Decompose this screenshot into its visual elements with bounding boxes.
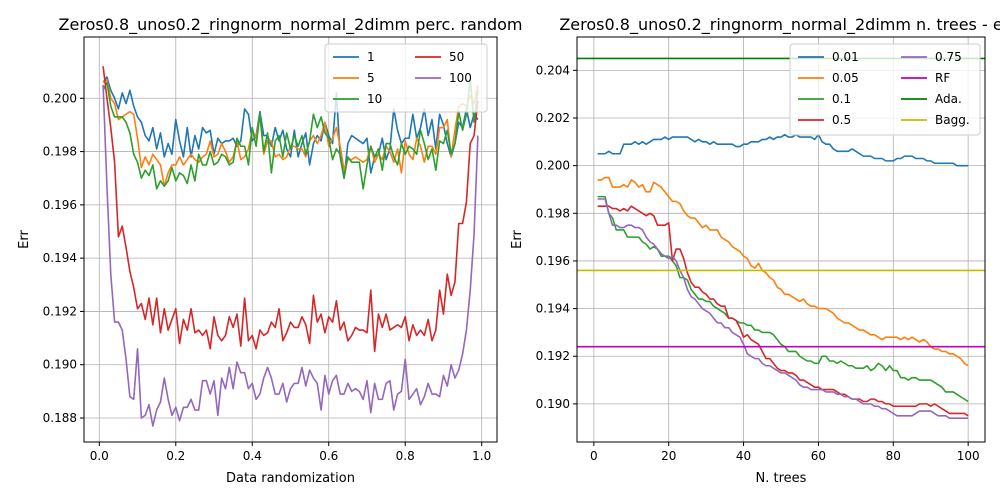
legend-label-RF: RF: [935, 71, 950, 85]
y-tick-label: 0.188: [43, 411, 77, 425]
y-tick-label: 0.190: [536, 397, 570, 411]
series-line-0.75: [597, 198, 969, 419]
chart-panel-2: 0 20 40 60 80 100 0.190 0.192 0.194 0.196 0.198 0.2…: [510, 15, 1000, 486]
x-tick-label: 80: [886, 449, 901, 463]
series-line-0.5: [597, 205, 969, 417]
x-tick-label: 0.8: [396, 449, 415, 463]
legend-box: [789, 43, 981, 136]
legend-label-Ada.: Ada.: [935, 92, 962, 106]
y-tick-label: 0.198: [43, 145, 77, 159]
chart-title: Zeros0.8_unos0.2_ringnorm_normal_2dimm n…: [559, 15, 1000, 35]
x-tick-label: 0.0: [90, 449, 109, 463]
axes-frame: [576, 36, 986, 443]
y-tick-label: 0.194: [43, 251, 77, 265]
y-tick-label: 0.192: [536, 349, 570, 363]
legend-box: [324, 43, 488, 113]
x-tick-label: 1.0: [472, 449, 491, 463]
grid: [84, 37, 497, 442]
x-tick-label: 60: [811, 449, 826, 463]
x-tick-label: 0.2: [166, 449, 185, 463]
y-tick-label: 0.204: [536, 63, 570, 77]
y-tick-label: 0.200: [43, 91, 77, 105]
legend-label-5: 5: [367, 71, 375, 85]
y-tick-label: 0.190: [43, 358, 77, 372]
legend-label-Bagg.: Bagg.: [935, 113, 970, 127]
y-tick-label: 0.198: [536, 206, 570, 220]
x-tick-label: 100: [957, 449, 980, 463]
x-tick-label: 40: [736, 449, 751, 463]
x-tick-label: 0.4: [243, 449, 262, 463]
series-line-50: [102, 66, 479, 353]
y-tick-label: 0.200: [536, 159, 570, 173]
chart-panel-1: 0.0 0.2 0.4 0.6 0.8 1.0 0.188 0.190 0.192 0.194 0.…: [17, 15, 522, 486]
chart-title: Zeros0.8_unos0.2_ringnorm_normal_2dimm p…: [59, 15, 523, 35]
x-tick-label: 0: [590, 449, 598, 463]
x-tick-label: 0.6: [319, 449, 338, 463]
legend-label-0.5: 0.5: [832, 113, 851, 127]
grid: [577, 37, 985, 442]
legend: 0.01 0.05 0.1 0.5 0.75 RF Ada. Bagg.: [789, 43, 981, 136]
legend-label-1: 1: [367, 50, 375, 64]
series-line-0.05: [597, 176, 969, 367]
legend-label-0.01: 0.01: [832, 50, 859, 64]
legend-label-0.05: 0.05: [832, 71, 859, 85]
y-tick-label: 0.196: [536, 254, 570, 268]
y-axis-label: Err: [17, 230, 32, 249]
legend: 1 5 10 50 100: [324, 43, 488, 113]
x-axis-label: Data randomization: [226, 471, 355, 486]
series-line-10: [102, 78, 479, 190]
legend-label-10: 10: [367, 92, 382, 106]
legend-label-100: 100: [449, 71, 472, 85]
y-axis-label: Err: [510, 230, 525, 249]
series-group: [577, 57, 985, 419]
y-tick-label: 0.192: [43, 304, 77, 318]
legend-label-0.1: 0.1: [832, 92, 851, 106]
y-tick-label: 0.202: [536, 111, 570, 125]
series-line-0.01: [597, 133, 969, 167]
x-tick-label: 20: [661, 449, 676, 463]
series-group: [102, 66, 479, 427]
series-line-100: [102, 84, 479, 427]
y-tick-label: 0.196: [43, 198, 77, 212]
legend-label-0.75: 0.75: [935, 50, 962, 64]
series-line-1: [102, 76, 479, 180]
y-tick-label: 0.194: [536, 302, 570, 316]
legend-label-50: 50: [449, 50, 464, 64]
axes-frame: [83, 36, 498, 443]
x-axis-label: N. trees: [756, 471, 807, 486]
